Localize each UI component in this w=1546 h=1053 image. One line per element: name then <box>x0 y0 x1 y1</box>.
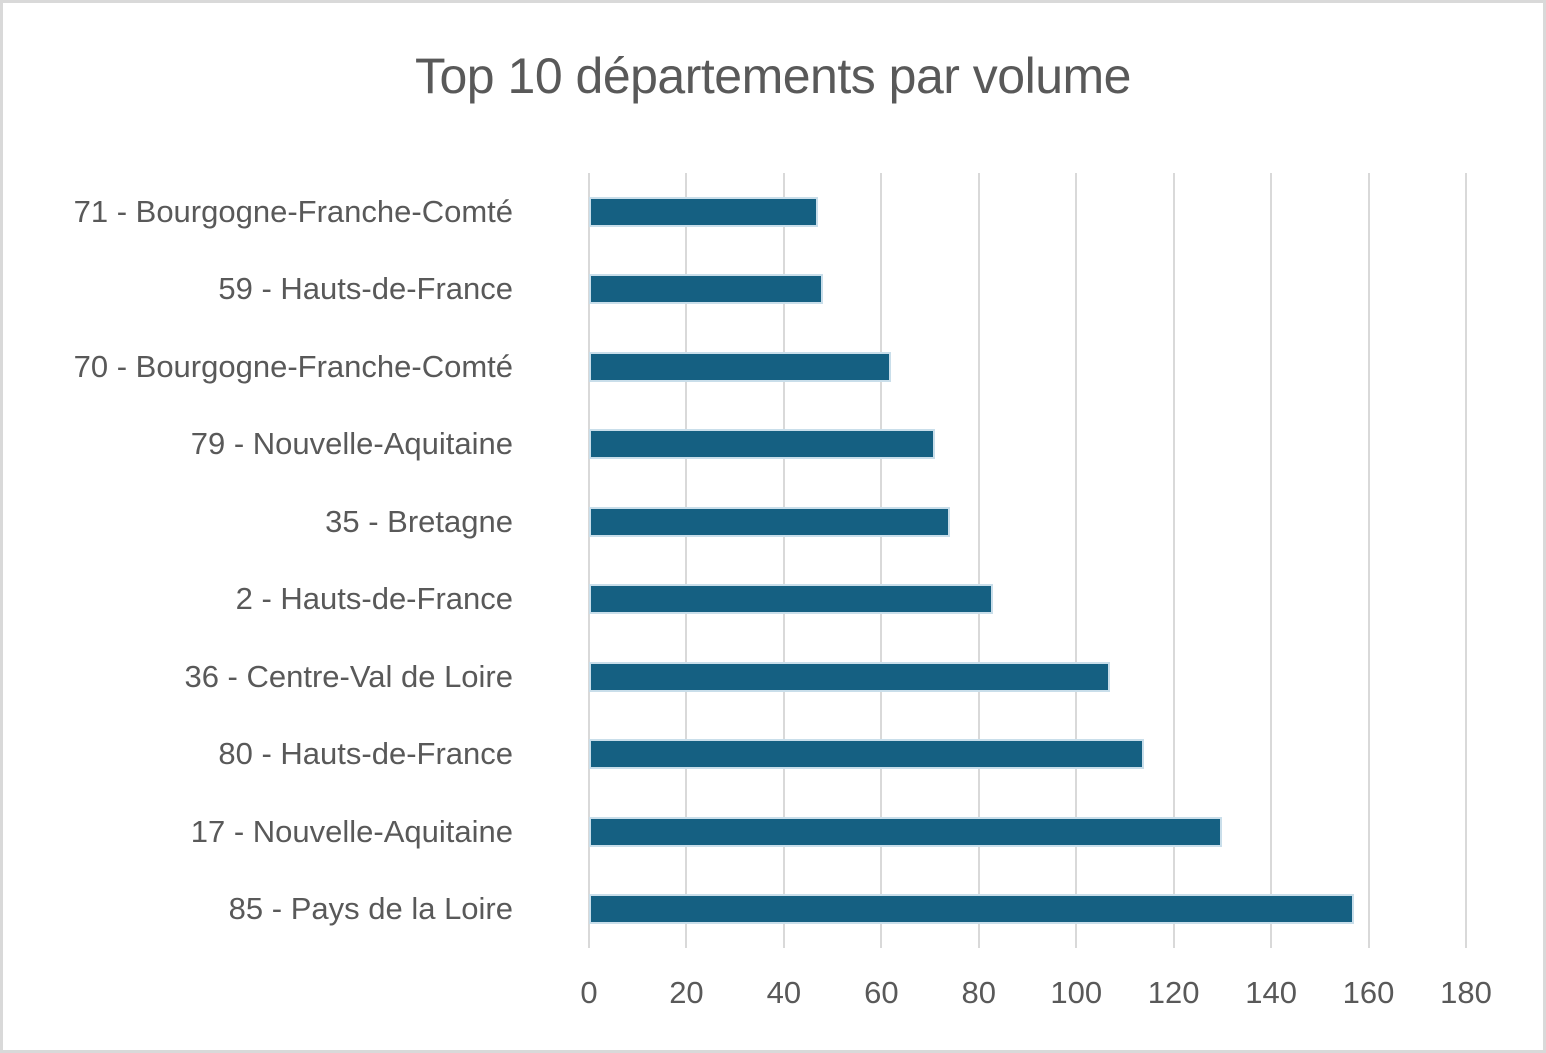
category-label: 80 - Hauts-de-France <box>218 736 513 772</box>
bar-row <box>589 173 1468 251</box>
x-tick-label: 100 <box>1050 975 1103 1010</box>
bar-row <box>589 716 1468 794</box>
x-tick-label: 0 <box>580 975 598 1010</box>
gridline <box>1465 173 1467 948</box>
bar <box>589 351 892 382</box>
gridline <box>1367 173 1370 948</box>
gridline <box>1172 173 1175 948</box>
x-tick-label: 20 <box>669 975 704 1010</box>
bar-row <box>589 328 1468 406</box>
x-tick-label: 60 <box>864 975 899 1010</box>
bar-row <box>589 483 1468 561</box>
category-label: 59 - Hauts-de-France <box>218 271 513 307</box>
category-label: 35 - Bretagne <box>325 503 513 539</box>
x-tick-label: 180 <box>1440 975 1492 1010</box>
category-label: 36 - Centre-Val de Loire <box>184 658 513 694</box>
category-label: 85 - Pays de la Loire <box>228 891 513 927</box>
chart-title: Top 10 départements par volume <box>415 48 1131 104</box>
x-tick-label: 40 <box>766 975 802 1010</box>
bar-row <box>589 561 1468 639</box>
category-label: 79 - Nouvelle-Aquitaine <box>190 426 513 462</box>
bar <box>589 429 935 460</box>
bar <box>589 274 823 305</box>
x-tick-label: 80 <box>961 975 997 1010</box>
x-tick-label: 160 <box>1342 975 1395 1010</box>
category-axis: 71 - Bourgogne-Franche-Comté 59 - Hauts-d… <box>3 173 551 948</box>
bar-row <box>589 251 1468 329</box>
gridline <box>1270 173 1273 948</box>
bar-row <box>589 871 1468 949</box>
gridline <box>685 173 688 948</box>
category-label: 71 - Bourgogne-Franche-Comté <box>73 193 513 229</box>
gridline <box>1075 173 1078 948</box>
gridline <box>880 173 883 948</box>
bar <box>589 584 994 615</box>
category-label: 70 - Bourgogne-Franche-Comté <box>73 348 513 384</box>
bar-row <box>589 638 1468 716</box>
gridline <box>782 173 785 948</box>
bar <box>589 816 1223 847</box>
category-label: 2 - Hauts-de-France <box>235 581 513 617</box>
x-tick-label: 120 <box>1147 975 1200 1010</box>
bar <box>589 894 1354 925</box>
gridline <box>588 173 590 948</box>
bar <box>589 739 1145 770</box>
bar <box>589 196 818 227</box>
bar-row <box>589 406 1468 484</box>
bar <box>589 506 950 537</box>
plot-area <box>588 173 1468 949</box>
x-axis: 0 20 40 60 80 100 120 140 160 180 <box>580 975 1491 1025</box>
category-label: 17 - Nouvelle-Aquitaine <box>190 813 513 849</box>
bar-row <box>589 793 1468 871</box>
x-tick-label: 140 <box>1245 975 1297 1010</box>
gridline <box>977 173 980 948</box>
bar <box>589 661 1111 692</box>
